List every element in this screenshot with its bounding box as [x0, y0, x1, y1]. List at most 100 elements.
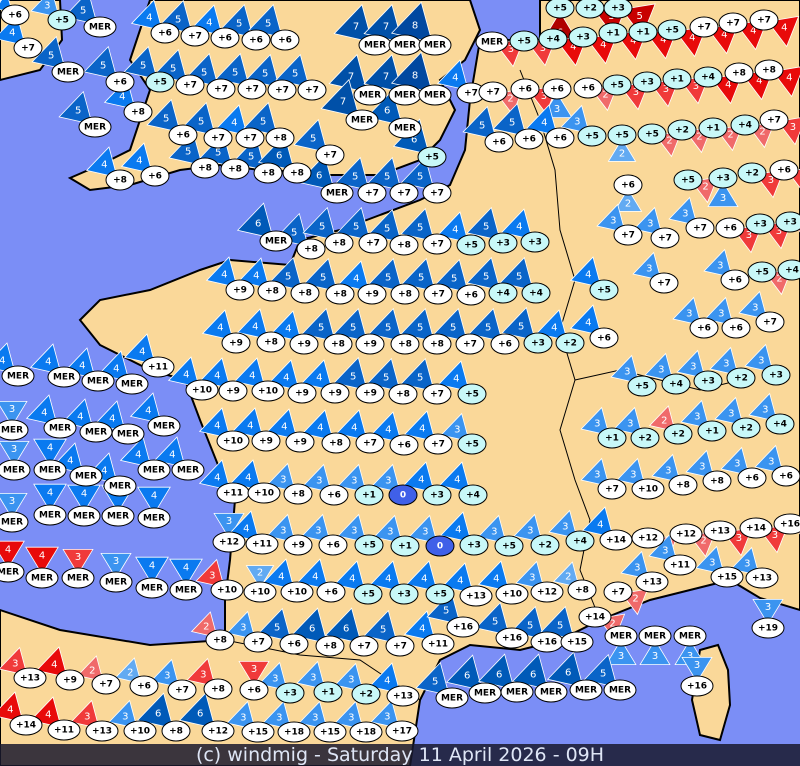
station-marker — [607, 124, 637, 146]
temperature-value: +6 — [621, 181, 635, 191]
station-marker — [55, 669, 85, 691]
temperature-value: +12 — [638, 534, 658, 544]
wind-arrow — [501, 306, 536, 341]
station-marker — [220, 158, 250, 180]
station-marker — [495, 583, 529, 605]
wind-speed-label: 3 — [693, 81, 699, 92]
wind-speed-label: 3 — [662, 545, 668, 556]
station-marker — [749, 9, 779, 31]
wind-speed-label: 4 — [47, 443, 53, 454]
station-marker — [161, 720, 191, 742]
wind-speed-label: 5 — [353, 221, 359, 232]
wind-speed-label: 3 — [11, 444, 17, 455]
station-marker — [510, 78, 540, 100]
wind-arrow — [333, 356, 368, 391]
temperature-value: +2 — [671, 430, 685, 440]
sea-label: MER — [1, 426, 23, 436]
wind-speed-label: 6 — [411, 134, 417, 145]
temperature-value: +6 — [327, 491, 341, 501]
wind-arrow — [167, 356, 200, 388]
station-marker — [275, 682, 305, 704]
wind-speed-label: 5 — [292, 68, 298, 79]
wind-speed-label: 3 — [658, 364, 664, 375]
station-marker — [602, 74, 632, 96]
wind-arrow — [301, 409, 334, 441]
temperature-value: +9 — [295, 389, 309, 399]
sea-label: MER — [644, 632, 666, 642]
sea-label: MER — [175, 586, 197, 596]
station-marker — [290, 282, 320, 304]
wind-arrow — [300, 359, 333, 391]
wind-speed-label: 4 — [9, 27, 15, 38]
wind-speed-label: 6 — [343, 623, 349, 634]
wind-speed-label: 3 — [529, 572, 535, 583]
station-marker — [737, 467, 767, 489]
wind-speed-label: 4 — [385, 573, 391, 584]
temperature-value: +6 — [464, 291, 478, 301]
wind-arrow — [754, 444, 784, 474]
station-marker — [241, 29, 271, 51]
wind-arrow — [707, 181, 739, 208]
sea-label: MER — [117, 430, 139, 440]
temperature-value: +8 — [290, 169, 304, 179]
wind-arrow — [610, 354, 640, 384]
wind-arrow — [245, 565, 275, 589]
station-marker — [33, 459, 67, 481]
wind-speed-label: 5 — [450, 322, 456, 333]
wind-speed-label: 4 — [149, 561, 155, 572]
station-marker — [241, 721, 275, 743]
wind-speed-label: 4 — [384, 675, 390, 686]
temperature-value: +9 — [229, 339, 243, 349]
temperature-value: +6 — [779, 472, 793, 482]
station-marker — [422, 333, 452, 355]
sea-label: MER — [326, 189, 348, 199]
wind-speed-label: 7 — [340, 96, 346, 107]
temperature-value: +15 — [320, 728, 340, 738]
station-marker — [565, 530, 595, 552]
wind-speed-label: 4 — [385, 424, 391, 435]
wind-speed-label: 4 — [454, 474, 460, 485]
wind-speed-label: 3 — [312, 712, 318, 723]
wind-arrow — [25, 546, 59, 575]
wind-speed-label: 5 — [417, 322, 423, 333]
temperature-value: +5 — [502, 542, 516, 552]
wind-arrow — [560, 104, 590, 134]
wind-arrow — [33, 438, 67, 467]
sea-label: MER — [143, 514, 165, 524]
wind-speed-label: 5 — [310, 133, 316, 144]
temperature-value: +7 — [323, 151, 337, 161]
wind-speed-label: 5 — [265, 18, 271, 29]
wind-arrow — [320, 78, 360, 118]
station-marker — [0, 561, 25, 583]
wind-arrow — [265, 408, 298, 440]
wind-speed-label: 5 — [527, 620, 533, 631]
temperature-value: +8 — [213, 636, 227, 646]
station-marker — [345, 109, 379, 131]
wind-arrow — [373, 514, 403, 544]
wind-arrow — [535, 309, 568, 341]
wind-speed-label: 5 — [384, 171, 390, 182]
temperature-value: +5 — [615, 131, 629, 141]
wind-speed-label: 6 — [276, 150, 282, 161]
wind-speed-label: 5 — [451, 273, 457, 284]
temperature-value: +18 — [356, 728, 376, 738]
wind-speed-label: 3 — [758, 355, 764, 366]
station-marker — [538, 28, 568, 50]
station-marker — [390, 333, 420, 355]
wind-speed-label: 4 — [214, 472, 220, 483]
wind-arrow — [0, 400, 28, 427]
temperature-value: +6 — [522, 135, 536, 145]
station-marker — [520, 231, 550, 253]
wind-speed-label: 4 — [119, 91, 125, 102]
station-marker — [137, 459, 171, 481]
station-marker — [280, 581, 314, 603]
wind-speed-label: 4 — [421, 573, 427, 584]
temperature-value: +9 — [233, 286, 247, 296]
wind-arrow — [438, 461, 471, 493]
wind-arrow — [632, 251, 662, 281]
temperature-value: 0 — [400, 491, 406, 501]
station-marker — [324, 232, 354, 254]
station-marker — [168, 124, 198, 146]
station-marker — [313, 721, 347, 743]
